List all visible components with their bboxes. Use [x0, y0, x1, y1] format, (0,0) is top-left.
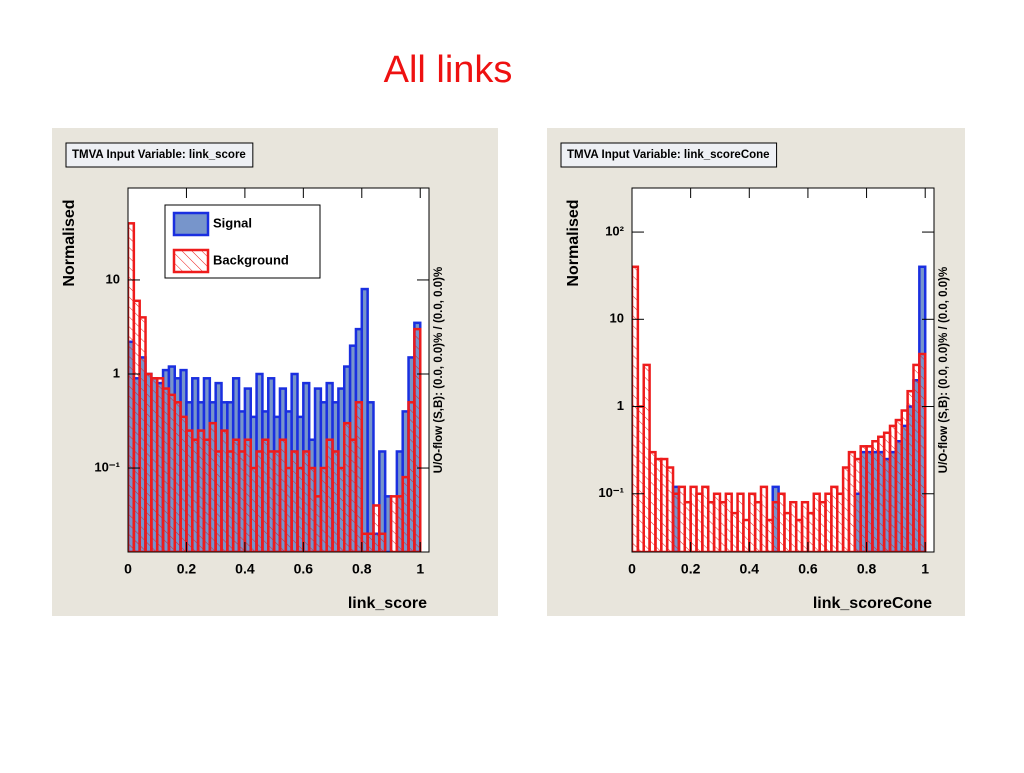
- plot-title-frame: [65, 142, 254, 168]
- x-tick-label: 0.6: [294, 561, 314, 577]
- y-axis-label: Normalised: [565, 199, 582, 286]
- y-tick-label: 1: [617, 398, 624, 413]
- histogram-bar: [354, 401, 364, 552]
- x-tick-label: 0: [628, 561, 636, 577]
- plot-title-box: TMVA Input Variable: link_score: [65, 142, 254, 168]
- x-tick-label: 0.6: [798, 561, 818, 577]
- legend-label: Background: [213, 252, 289, 267]
- side-label: U/O-flow (S,B): (0.0, 0.0)% / (0.0, 0.0)…: [433, 267, 445, 473]
- plot-title-frame: [560, 142, 778, 168]
- histogram-bar: [918, 352, 927, 552]
- x-tick-label: 0.8: [857, 561, 877, 577]
- x-tick-label: 1: [416, 561, 424, 577]
- legend-swatch: [172, 211, 210, 237]
- x-tick-label: 1: [921, 561, 929, 577]
- histogram-bar: [413, 327, 422, 552]
- x-tick-label: 0.4: [235, 561, 255, 577]
- x-tick-label: 0.4: [740, 561, 760, 577]
- side-label: U/O-flow (S,B): (0.0, 0.0)% / (0.0, 0.0)…: [938, 267, 950, 473]
- y-tick-label: 10: [106, 271, 120, 286]
- plot-frame: [127, 187, 430, 553]
- x-axis-label: link_score: [348, 595, 427, 612]
- x-tick-label: 0: [124, 561, 132, 577]
- x-axis-label: link_scoreCone: [813, 595, 932, 612]
- y-tick-label: 1: [113, 365, 120, 380]
- chart-panel: 10⁻¹ 1 10 0 0.2 0.4 0.6 0.8 1 TMVA Input Variable…: [52, 128, 498, 616]
- histogram-bar: [378, 532, 387, 552]
- y-axis-label: Normalised: [61, 199, 78, 286]
- plot-frame: [631, 187, 935, 553]
- y-tick-label: 10: [610, 311, 624, 326]
- chart-panel: 10⁻¹ 1 10 10² 0 0.2 0.4 0.6 0.8 1 TMVA Input Varia…: [547, 128, 965, 616]
- x-tick-label: 0.2: [177, 561, 197, 577]
- y-tick-label: 10⁻¹: [94, 459, 120, 474]
- slide-title: All links: [384, 49, 513, 91]
- plot-title: TMVA Input Variable: link_scoreCone: [567, 149, 770, 161]
- plot-title-box: TMVA Input Variable: link_scoreCone: [560, 142, 778, 168]
- plot-title: TMVA Input Variable: link_score: [72, 149, 246, 161]
- x-tick-label: 0.2: [681, 561, 701, 577]
- legend-swatch: [172, 248, 210, 274]
- y-tick-label: 10⁻¹: [598, 485, 624, 500]
- plot-marks: [632, 265, 927, 552]
- y-tick-label: 10²: [605, 224, 624, 239]
- legend-label: Signal: [213, 215, 252, 230]
- histogram-bar: [372, 504, 381, 552]
- x-tick-label: 0.8: [352, 561, 372, 577]
- plot-marks: [128, 222, 422, 552]
